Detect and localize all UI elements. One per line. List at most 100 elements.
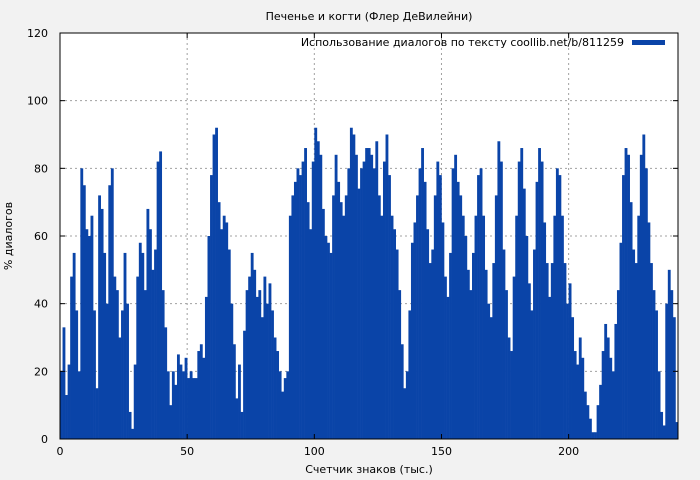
bar: [151, 269, 155, 439]
bar: [87, 236, 91, 439]
bar: [355, 154, 358, 440]
bar: [161, 290, 165, 439]
y-tick-label: 60: [34, 230, 48, 243]
bar: [489, 317, 493, 439]
bar: [492, 263, 496, 439]
bar: [517, 161, 521, 440]
bar: [103, 252, 107, 439]
bar: [235, 398, 239, 439]
bar: [606, 337, 610, 439]
bar: [594, 432, 597, 439]
bar: [662, 425, 666, 439]
bar: [385, 134, 389, 439]
bar: [388, 175, 391, 439]
bar: [469, 290, 473, 439]
bar: [650, 263, 653, 439]
bar: [276, 351, 280, 439]
bar: [431, 249, 435, 439]
bar: [382, 161, 386, 440]
bar: [286, 371, 290, 439]
bar: [149, 229, 152, 439]
bar: [304, 148, 307, 440]
bar: [472, 252, 475, 439]
bar: [212, 134, 216, 439]
bar-series: [60, 127, 679, 440]
chart-title: Печенье и когти (Флер ДеВилейни): [266, 10, 473, 23]
bar: [632, 249, 636, 439]
x-tick-label: 50: [180, 445, 194, 458]
legend-label: Использование диалогов по тексту coollib…: [301, 36, 624, 49]
bar: [67, 364, 71, 439]
bar: [609, 357, 613, 439]
bar: [530, 310, 534, 439]
bar: [520, 148, 524, 440]
x-axis-label: Счетчик знаков (тыс.): [305, 463, 433, 476]
x-tick-label: 200: [558, 445, 579, 458]
bar: [108, 185, 112, 439]
bar: [619, 242, 623, 439]
bar: [220, 229, 224, 439]
bar: [421, 148, 424, 440]
bar: [405, 371, 409, 439]
bar: [266, 303, 269, 439]
bar: [367, 148, 371, 440]
bar: [128, 411, 132, 439]
bar: [123, 252, 127, 439]
bar: [121, 310, 124, 439]
bar: [248, 276, 252, 439]
bar: [260, 317, 264, 439]
bar: [558, 175, 562, 439]
bar: [291, 195, 295, 439]
bar: [464, 236, 468, 439]
bar: [327, 242, 330, 439]
bar: [250, 252, 254, 439]
bar: [474, 215, 478, 439]
bar: [197, 351, 201, 439]
bar: [370, 154, 374, 440]
bar: [360, 168, 363, 440]
bar: [339, 202, 343, 439]
y-axis-label: % диалогов: [2, 202, 15, 270]
bar: [187, 378, 191, 439]
bar: [245, 290, 249, 439]
bar: [118, 337, 122, 439]
bar: [622, 175, 625, 439]
bar: [423, 181, 427, 439]
bar: [230, 303, 234, 439]
y-tick-label: 80: [34, 162, 48, 175]
bar: [192, 378, 196, 439]
bar: [428, 263, 432, 439]
bar: [138, 242, 142, 439]
bar: [543, 222, 547, 439]
bar: [347, 168, 351, 440]
bar: [642, 134, 646, 439]
bar: [365, 148, 369, 440]
bar: [604, 323, 608, 439]
bar: [227, 249, 231, 439]
bar: [288, 215, 292, 439]
bar: [466, 269, 470, 439]
x-tick-label: 0: [57, 445, 64, 458]
bar: [194, 378, 198, 439]
bar: [263, 276, 267, 439]
bar: [215, 127, 218, 439]
bar: [380, 215, 384, 439]
bar: [70, 276, 74, 439]
bar: [596, 405, 600, 439]
bar: [60, 371, 63, 439]
bar: [438, 175, 442, 439]
bar: [105, 303, 109, 439]
bar: [446, 296, 450, 439]
bar: [240, 411, 244, 439]
bar: [332, 195, 335, 439]
x-tick-label: 150: [431, 445, 452, 458]
bar: [113, 276, 117, 439]
bar: [505, 290, 508, 439]
bar: [561, 215, 564, 439]
bar: [65, 395, 68, 439]
bar: [372, 168, 376, 440]
bar: [566, 303, 569, 439]
bar: [95, 388, 99, 439]
bar: [314, 127, 318, 439]
bar: [637, 215, 641, 439]
